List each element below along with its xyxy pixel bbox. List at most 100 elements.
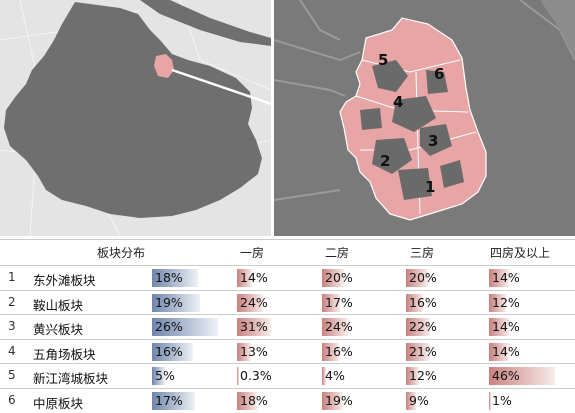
- one-bedroom-cell: 14%: [237, 269, 287, 287]
- row-separator: [0, 338, 575, 340]
- one-bedroom-cell: 24%: [237, 293, 287, 312]
- area-name: 鞍山板块: [33, 297, 84, 313]
- distribution-bar: [152, 367, 165, 385]
- one-bedroom-cell: 31%: [237, 318, 287, 336]
- map-panels: 1 2 3 4 5 6: [0, 0, 575, 236]
- two-bedroom-bar: [322, 342, 340, 361]
- table-row: 2 鞍山板块 19% 24% 17% 16% 12%: [0, 291, 575, 315]
- four-plus-bedroom-cell: 12%: [489, 293, 555, 312]
- one-bedroom-cell: 0.3%: [237, 367, 287, 385]
- three-bedroom-bar: [406, 367, 420, 385]
- one-bedroom-bar: [237, 293, 264, 312]
- row-number: 3: [8, 319, 16, 333]
- two-bedroom-cell: 4%: [322, 367, 372, 385]
- distribution-bar: [152, 391, 196, 410]
- four-plus-bedroom-bar: [489, 391, 491, 410]
- three-bedroom-value: 21%: [409, 343, 437, 359]
- zoomed-river-bank: [540, 0, 575, 60]
- one-bedroom-bar: [237, 391, 257, 410]
- row-number: 1: [8, 270, 16, 284]
- one-bedroom-cell: 18%: [237, 391, 287, 410]
- header-two-bedroom: 二房: [325, 246, 350, 260]
- distribution-cell: 18%: [152, 269, 218, 287]
- district-number-labels: 1 2 3 4 5 6: [378, 51, 444, 196]
- chongming-island: [140, 0, 271, 46]
- distribution-value: 26%: [155, 319, 183, 334]
- three-bedroom-value: 22%: [409, 319, 437, 334]
- distribution-value: 19%: [155, 294, 183, 310]
- three-bedroom-bar: [406, 269, 428, 287]
- two-bedroom-cell: 17%: [322, 293, 372, 312]
- area-name: 新江湾城板块: [33, 371, 109, 386]
- row-separator: [0, 289, 575, 291]
- four-plus-bedroom-cell: 14%: [489, 318, 555, 336]
- distribution-value: 18%: [155, 270, 183, 285]
- distribution-value: 17%: [155, 392, 183, 408]
- one-bedroom-bar: [237, 367, 239, 385]
- three-bedroom-value: 16%: [409, 294, 437, 310]
- four-plus-bedroom-bar: [489, 318, 510, 336]
- two-bedroom-bar: [322, 293, 341, 312]
- two-bedroom-bar: [322, 367, 327, 385]
- table-row: 6 中原板块 17% 18% 19% 9% 1%: [0, 389, 575, 413]
- row-separator: [0, 314, 575, 315]
- one-bedroom-value: 13%: [240, 343, 268, 359]
- three-bedroom-cell: 21%: [406, 342, 456, 361]
- area-name: 黄兴板块: [33, 322, 84, 337]
- three-bedroom-cell: 16%: [406, 293, 456, 312]
- row-number: 2: [8, 294, 16, 309]
- two-bedroom-cell: 20%: [322, 269, 372, 287]
- zoomed-map: 1 2 3 4 5 6: [273, 0, 575, 236]
- header-one-bedroom: 一房: [240, 246, 265, 260]
- row-number: 5: [8, 368, 16, 382]
- area-name: 五角场板块: [33, 346, 96, 362]
- row-separator: [0, 265, 575, 266]
- four-plus-bedroom-value: 1%: [492, 392, 512, 408]
- three-bedroom-bar: [406, 391, 416, 410]
- distribution-cell: 26%: [152, 318, 218, 336]
- row-number: 6: [8, 392, 16, 407]
- two-bedroom-bar: [322, 318, 349, 336]
- distribution-cell: 5%: [152, 367, 218, 385]
- three-bedroom-cell: 12%: [406, 367, 456, 385]
- three-bedroom-cell: 20%: [406, 269, 456, 287]
- two-bedroom-cell: 24%: [322, 318, 372, 336]
- distribution-bar: [152, 318, 218, 336]
- overview-highlight-district: [154, 54, 174, 78]
- distribution-cell: 16%: [152, 342, 218, 361]
- four-plus-bedroom-value: 46%: [492, 368, 520, 383]
- two-bedroom-value: 4%: [325, 368, 345, 383]
- one-bedroom-cell: 13%: [237, 342, 287, 361]
- one-bedroom-bar: [237, 269, 253, 287]
- header-four-plus-bedroom: 四房及以上: [490, 246, 551, 260]
- distribution-value: 16%: [155, 343, 183, 359]
- one-bedroom-value: 24%: [240, 294, 268, 310]
- table-top-border: [0, 239, 575, 240]
- table-row: 5 新江湾城板块 5% 0.3% 4% 12% 46%: [0, 364, 575, 388]
- two-bedroom-value: 24%: [325, 319, 353, 334]
- area-name: 东外滩板块: [33, 273, 96, 288]
- two-bedroom-value: 19%: [325, 392, 353, 408]
- three-bedroom-cell: 9%: [406, 391, 456, 410]
- three-bedroom-value: 9%: [409, 392, 429, 408]
- one-bedroom-value: 14%: [240, 270, 268, 285]
- two-bedroom-bar: [322, 269, 344, 287]
- distribution-bar: [152, 293, 201, 312]
- distribution-bar: [152, 342, 193, 361]
- map-label-3: 3: [428, 132, 438, 150]
- two-bedroom-value: 20%: [325, 270, 353, 285]
- row-number: 4: [8, 343, 16, 358]
- table-row: 1 东外滩板块 18% 14% 20% 20% 14%: [0, 266, 575, 290]
- map-label-4: 4: [393, 93, 403, 111]
- two-bedroom-value: 17%: [325, 294, 353, 310]
- map-label-2: 2: [380, 152, 390, 170]
- header-three-bedroom: 三房: [410, 246, 435, 260]
- four-plus-bedroom-value: 14%: [492, 343, 520, 359]
- one-bedroom-value: 0.3%: [240, 368, 272, 383]
- table-row: 4 五角场板块 16% 13% 16% 21% 14%: [0, 340, 575, 364]
- distribution-cell: 17%: [152, 391, 218, 410]
- map-label-5: 5: [378, 51, 388, 69]
- two-bedroom-cell: 19%: [322, 391, 372, 410]
- four-plus-bedroom-bar: [489, 269, 510, 287]
- one-bedroom-value: 31%: [240, 319, 268, 334]
